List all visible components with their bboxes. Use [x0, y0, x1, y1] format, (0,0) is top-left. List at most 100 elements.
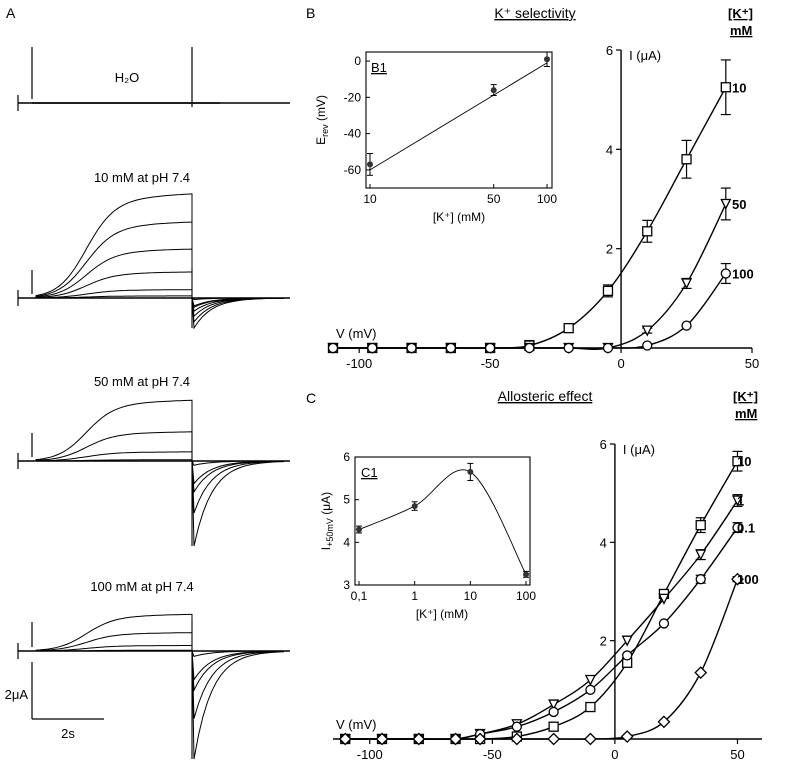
- x-tick-label: 50: [487, 192, 501, 206]
- y-tick-label: -60: [344, 163, 362, 177]
- data-point: [406, 342, 417, 354]
- y-tick-label: -40: [344, 127, 362, 141]
- series-label: 0.1: [737, 521, 755, 536]
- x-axis-label: V (mV): [336, 717, 376, 732]
- data-point: [367, 161, 373, 168]
- panel-b1-inset-chart: 10 50 100 0 -20 -40 -60 [K⁺] (mM) Erev (mV) B1: [314, 51, 557, 224]
- data-point: [547, 732, 561, 746]
- x-tick-label: -50: [481, 356, 500, 371]
- data-point: [585, 684, 596, 695]
- data-point: [585, 701, 596, 713]
- current-trace: [35, 248, 285, 318]
- series-50: [327, 187, 732, 354]
- y-tick-label: -20: [344, 90, 362, 104]
- x-tick-label: 0: [617, 356, 624, 371]
- data-point: [680, 278, 693, 290]
- x-tick-label: 100: [537, 192, 557, 206]
- data-point: [356, 526, 362, 533]
- data-point: [412, 732, 426, 746]
- data-point: [642, 340, 653, 351]
- trace-label: 50 mM at pH 7.4: [94, 374, 190, 389]
- x-axis-label: [K⁺] (mM): [433, 210, 485, 224]
- legend-header: [K⁺]: [733, 389, 758, 404]
- current-trace: [35, 399, 285, 547]
- data-point: [563, 342, 574, 354]
- fit-line: [369, 62, 548, 171]
- series-label: 10: [732, 80, 746, 95]
- data-point: [695, 574, 706, 585]
- data-point: [720, 268, 731, 279]
- data-point: [484, 342, 496, 354]
- series-label: 10: [737, 454, 751, 469]
- y-tick-label: 2: [606, 242, 613, 257]
- x-tick-label: 10: [464, 589, 478, 603]
- y-tick-label: 5: [343, 493, 350, 507]
- data-point: [467, 468, 474, 475]
- inset-frame: [365, 51, 553, 189]
- legend-header: [K⁺]: [728, 6, 753, 21]
- current-trace: [35, 193, 285, 330]
- panel-a-letter: A: [6, 5, 16, 21]
- data-point: [720, 82, 731, 93]
- data-point: [548, 706, 559, 718]
- data-point: [548, 721, 559, 732]
- data-point: [544, 56, 550, 63]
- inset-title: B1: [371, 60, 387, 75]
- current-trace: [35, 613, 285, 760]
- series-100: [338, 572, 744, 746]
- trace-block: 100 mM at pH 7.4: [17, 579, 290, 760]
- data-point: [473, 732, 487, 746]
- series-label: 100: [737, 572, 759, 587]
- trace-block: 10 mM at pH 7.4: [17, 170, 290, 330]
- trace-block: H₂O: [17, 47, 290, 111]
- fit-curve: [358, 469, 527, 575]
- trace-block: 50 mM at pH 7.4: [17, 374, 290, 547]
- data-point: [584, 674, 596, 686]
- data-point: [658, 618, 670, 629]
- data-point: [658, 593, 670, 605]
- panel-c-letter: C: [306, 390, 316, 406]
- y-tick-label: 6: [343, 450, 350, 464]
- data-point: [641, 325, 653, 337]
- y-axis-label: I (μA): [623, 442, 655, 457]
- panel-c-allosteric-chart: -100 -50 0 50 2 4 6 I (μA) V (mV) Allosteric effe…: [333, 388, 762, 762]
- trace-label: 100 mM at pH 7.4: [90, 579, 193, 594]
- x-tick-label: 0,1: [351, 589, 368, 603]
- data-point: [731, 495, 744, 507]
- y-tick-label: 6: [606, 43, 613, 58]
- data-point: [602, 285, 614, 297]
- data-point: [642, 226, 653, 237]
- data-point: [732, 456, 743, 467]
- x-tick-label: 50: [745, 356, 759, 371]
- data-point: [367, 342, 378, 354]
- x-tick-label: -100: [346, 356, 372, 371]
- data-point: [490, 87, 497, 94]
- current-trace: [36, 297, 284, 301]
- series-line: [333, 203, 727, 350]
- y-tick-label: 3: [343, 578, 350, 592]
- series-line: [345, 578, 739, 740]
- data-point: [720, 198, 732, 210]
- y-tick-label: 2: [600, 634, 607, 649]
- data-point: [583, 732, 597, 746]
- panel-a-current-traces: H₂O 10 mM at pH 7.4 50 mM at pH 7.4 100 mM …: [5, 47, 290, 760]
- current-trace: [35, 451, 285, 494]
- x-axis-label: V (mV): [336, 326, 376, 341]
- panel-c1-inset-chart: 0,1 1 10 100 3 4 5 6 [K⁺] (mM) I+50mV (μA) C1: [319, 450, 536, 621]
- data-point: [681, 154, 692, 165]
- y-tick-label: 4: [606, 142, 613, 157]
- x-tick-label: -50: [483, 747, 502, 762]
- data-point: [621, 635, 633, 647]
- data-point: [602, 342, 614, 354]
- x-tick-label: 0: [611, 747, 618, 762]
- data-point: [681, 320, 692, 331]
- data-point: [338, 732, 352, 746]
- data-point: [563, 322, 574, 334]
- data-point: [731, 572, 744, 586]
- y-tick-label: 4: [343, 535, 350, 549]
- x-tick-label: 50: [730, 747, 744, 762]
- data-point: [732, 522, 743, 533]
- data-point: [445, 342, 456, 354]
- trace-label: H₂O: [115, 70, 140, 85]
